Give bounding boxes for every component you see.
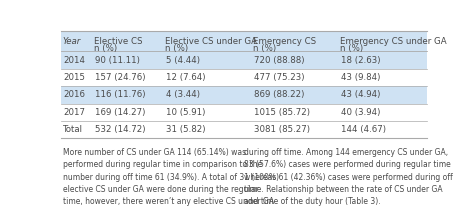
- Text: 43 (9.84): 43 (9.84): [341, 73, 381, 82]
- Text: n (%): n (%): [165, 44, 189, 53]
- Text: Year: Year: [63, 37, 81, 46]
- Text: 477 (75.23): 477 (75.23): [254, 73, 304, 82]
- Text: during off time. Among 144 emergency CS under GA,
83 (57.6%) cases were performe: during off time. Among 144 emergency CS …: [244, 148, 452, 206]
- Bar: [61, 31, 427, 51]
- Text: 43 (4.94): 43 (4.94): [341, 91, 381, 99]
- Text: 157 (24.76): 157 (24.76): [95, 73, 145, 82]
- Text: 3081 (85.27): 3081 (85.27): [254, 125, 310, 134]
- Text: 4 (3.44): 4 (3.44): [166, 91, 200, 99]
- Text: 5 (4.44): 5 (4.44): [166, 56, 200, 65]
- Text: 2017: 2017: [63, 108, 85, 117]
- Text: 720 (88.88): 720 (88.88): [254, 56, 304, 65]
- Text: 869 (88.22): 869 (88.22): [254, 91, 304, 99]
- Text: n (%): n (%): [94, 44, 117, 53]
- Text: 12 (7.64): 12 (7.64): [166, 73, 206, 82]
- Text: More number of CS under GA 114 (65.14%) was
performed during regular time in com: More number of CS under GA 114 (65.14%) …: [63, 148, 279, 206]
- Text: 90 (11.11): 90 (11.11): [95, 56, 139, 65]
- Text: n (%): n (%): [253, 44, 276, 53]
- Bar: [61, 51, 427, 69]
- Text: 2014: 2014: [63, 56, 85, 65]
- Text: Elective CS under GA: Elective CS under GA: [165, 37, 257, 46]
- Text: 2016: 2016: [63, 91, 85, 99]
- Text: 144 (4.67): 144 (4.67): [341, 125, 386, 134]
- Text: 10 (5.91): 10 (5.91): [166, 108, 206, 117]
- Text: 40 (3.94): 40 (3.94): [341, 108, 381, 117]
- Text: Total: Total: [63, 125, 83, 134]
- Text: Elective CS: Elective CS: [94, 37, 143, 46]
- Text: Emergency CS under GA: Emergency CS under GA: [340, 37, 447, 46]
- Text: 1015 (85.72): 1015 (85.72): [254, 108, 310, 117]
- Text: 2015: 2015: [63, 73, 85, 82]
- Text: 532 (14.72): 532 (14.72): [95, 125, 145, 134]
- Text: 31 (5.82): 31 (5.82): [166, 125, 206, 134]
- Text: 169 (14.27): 169 (14.27): [95, 108, 145, 117]
- Text: 18 (2.63): 18 (2.63): [341, 56, 381, 65]
- Text: 116 (11.76): 116 (11.76): [95, 91, 145, 99]
- Text: n (%): n (%): [340, 44, 364, 53]
- Bar: [61, 86, 427, 104]
- Text: Emergency CS: Emergency CS: [253, 37, 316, 46]
